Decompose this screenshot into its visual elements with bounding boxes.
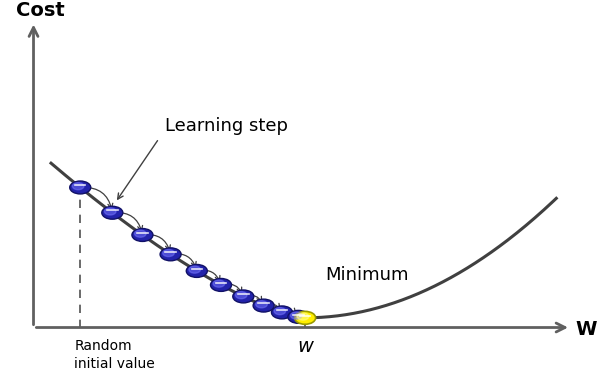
Circle shape [163,249,174,257]
Text: Random
initial value: Random initial value [74,339,155,371]
Circle shape [189,266,200,273]
Circle shape [288,310,309,323]
Circle shape [186,264,208,278]
Circle shape [253,299,274,312]
Circle shape [295,312,316,324]
Circle shape [104,208,116,215]
Text: Learning step: Learning step [165,117,288,135]
Circle shape [271,306,292,319]
Circle shape [233,290,254,303]
Circle shape [274,307,286,315]
Text: W: W [575,320,596,339]
Text: Minimum: Minimum [326,266,409,284]
Circle shape [102,206,123,219]
Circle shape [160,248,181,261]
Circle shape [211,279,232,291]
Circle shape [73,183,84,190]
Text: Cost: Cost [16,1,65,21]
Circle shape [213,280,225,287]
Circle shape [70,181,91,194]
Circle shape [290,312,302,319]
Text: w: w [297,337,313,356]
Circle shape [134,230,146,237]
Circle shape [297,313,309,320]
Circle shape [235,292,247,299]
Circle shape [256,301,267,308]
Circle shape [132,229,153,242]
